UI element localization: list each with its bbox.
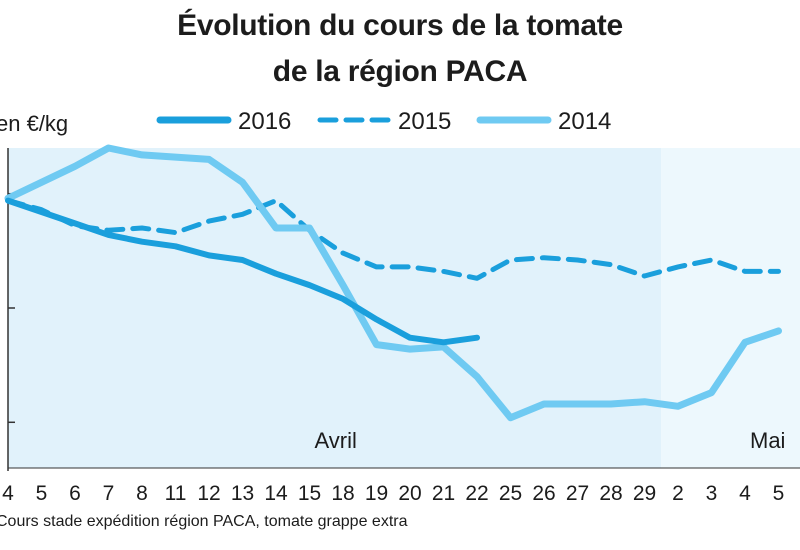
legend-label-2015: 2015: [398, 108, 451, 135]
legend-label-2016: 2016: [238, 108, 291, 135]
x-tick-label: 28: [599, 482, 622, 505]
y-axis-label: en €/kg: [0, 111, 68, 136]
x-tick-label: 19: [365, 482, 388, 505]
plot-background-april: [8, 148, 662, 468]
x-tick-label: 5: [36, 482, 48, 505]
x-tick-label: 25: [499, 482, 522, 505]
x-tick-label: 20: [398, 482, 421, 505]
x-tick-label: 21: [432, 482, 455, 505]
x-tick-label: 4: [2, 482, 14, 505]
x-tick-label: 26: [532, 482, 555, 505]
x-tick-label: 29: [633, 482, 656, 505]
x-tick-label: 14: [264, 482, 288, 505]
x-tick-label: 11: [165, 482, 187, 505]
month-label-mai: Mai: [750, 428, 785, 453]
x-tick-label: 13: [231, 482, 254, 505]
chart-title-line2: de la région PACA: [272, 55, 528, 88]
chart-title-line1: Évolution du cours de la tomate: [177, 9, 623, 42]
series-line-2016: [5, 197, 480, 346]
x-tick-label: 8: [136, 482, 148, 505]
x-tick-label: 6: [69, 482, 81, 505]
x-tick-label: 4: [739, 482, 751, 505]
chart-footnote: Cours stade expédition région PACA, toma…: [0, 513, 408, 530]
x-tick-label: 5: [773, 482, 785, 505]
x-tick-label: 22: [465, 482, 488, 505]
legend-label-2014: 2014: [558, 108, 611, 135]
x-tick-label: 7: [103, 482, 115, 505]
x-tick-label: 12: [197, 482, 220, 505]
x-tick-label: 27: [566, 482, 589, 505]
series-line-2014: [4, 144, 782, 422]
plot-background-may: [661, 148, 800, 468]
month-label-avril: Avril: [315, 428, 357, 453]
series-line-2015: [5, 198, 781, 281]
x-tick-label: 3: [706, 482, 718, 505]
x-tick-label: 2: [672, 482, 684, 505]
x-tick-label: 15: [298, 482, 321, 505]
x-tick-label: 18: [331, 482, 354, 505]
